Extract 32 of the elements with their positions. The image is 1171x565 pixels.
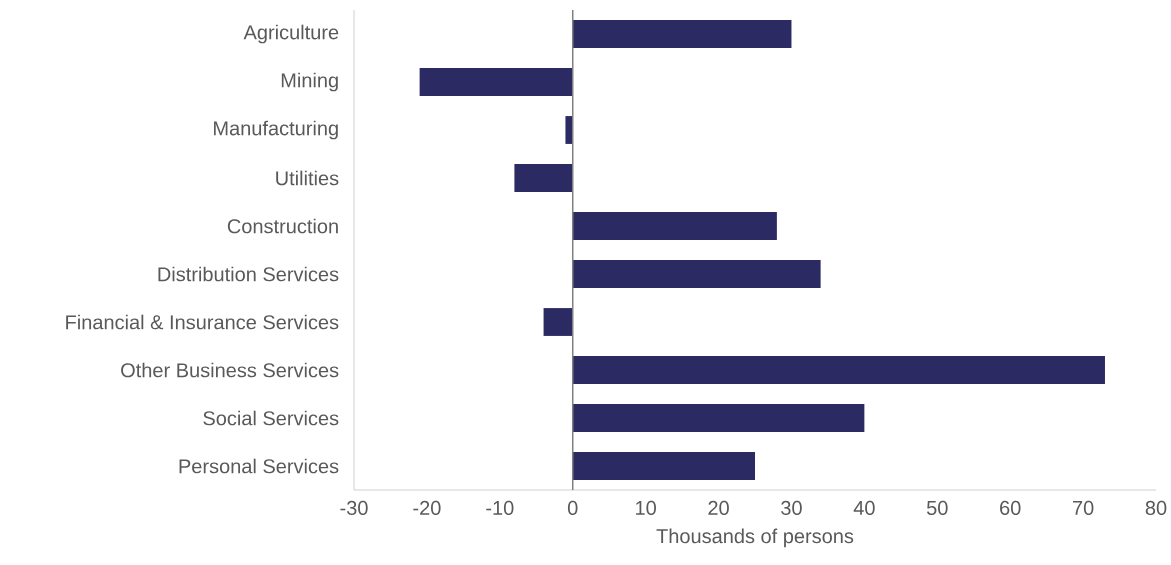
y-tick-label: Personal Services (179, 458, 339, 474)
bar (419, 68, 573, 96)
x-tick-label: 80 (1145, 500, 1167, 516)
x-tick-label: -10 (486, 500, 514, 516)
x-tick-label: 30 (781, 500, 802, 516)
x-tick-label: 40 (853, 500, 875, 516)
y-tick-label: Financial & Insurance Services (66, 314, 339, 330)
x-tick-label: -30 (340, 500, 368, 516)
bar (572, 20, 792, 48)
y-tick-label: Manufacturing (214, 120, 338, 140)
y-tick-label: Agriculture (243, 24, 339, 44)
y-tick-label: Other Business Services (121, 362, 339, 378)
x-axis-title: Thousands of persons (656, 528, 854, 548)
x-tick-label: 50 (926, 500, 948, 516)
bar (572, 212, 777, 240)
x-tick-label: 70 (1073, 500, 1094, 516)
bar (543, 308, 573, 336)
x-tick-label: 10 (636, 500, 656, 516)
x-tick-label: 0 (567, 500, 578, 516)
bar (572, 356, 1105, 384)
bar (572, 260, 821, 288)
y-tick-label: Construction (227, 218, 338, 234)
x-tick-label: 20 (708, 500, 729, 516)
bar (514, 164, 573, 192)
x-tick-label: 60 (1000, 500, 1021, 516)
y-tick-label: Social Services (203, 410, 339, 426)
y-tick-label: Mining (281, 72, 338, 92)
y-tick-label: Distribution Services (158, 266, 339, 282)
y-tick-label: Utilities (276, 170, 339, 186)
x-tick-label: -20 (413, 500, 441, 516)
bar (572, 452, 756, 480)
bar (572, 404, 865, 432)
